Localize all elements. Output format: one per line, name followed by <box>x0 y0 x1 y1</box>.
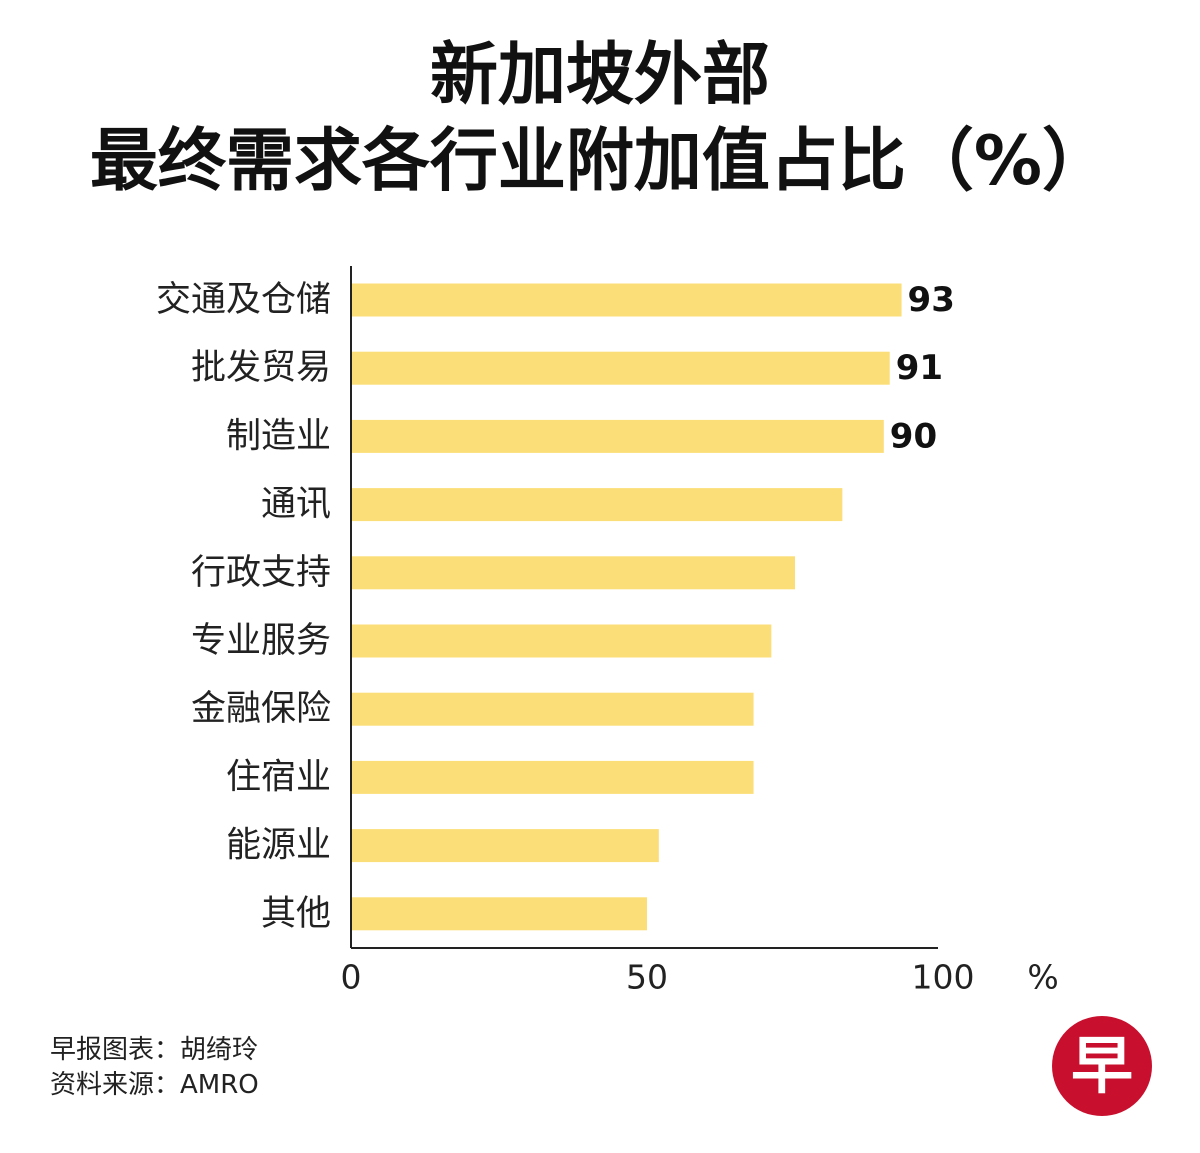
bar <box>351 760 754 794</box>
logo-glyph: 早 <box>1070 1029 1133 1102</box>
x-axis-unit: % <box>1027 958 1058 997</box>
chart-title-line2: 最终需求各行业附加值占比（%） <box>89 122 1111 201</box>
category-label: 能源业 <box>226 826 331 866</box>
bar <box>351 488 843 522</box>
category-label: 交通及仓储 <box>156 280 331 320</box>
category-label: 批发贸易 <box>191 348 331 388</box>
category-label: 其他 <box>261 894 331 934</box>
data-label: 93 <box>908 280 955 320</box>
bar <box>351 829 659 863</box>
data-label: 91 <box>896 348 943 388</box>
data-label: 90 <box>890 416 937 456</box>
x-tick-label: 0 <box>341 958 362 997</box>
bar <box>351 283 902 317</box>
bar <box>351 692 754 726</box>
chart-title-line1: 新加坡外部 <box>429 36 770 115</box>
x-tick-label: 100 <box>912 958 975 997</box>
category-label: 专业服务 <box>191 621 331 661</box>
bar <box>351 556 795 590</box>
bar <box>351 351 890 385</box>
bar <box>351 897 647 931</box>
category-label: 制造业 <box>226 416 331 456</box>
category-label: 通讯 <box>261 485 331 525</box>
category-label: 住宿业 <box>226 757 331 797</box>
bar <box>351 419 884 453</box>
category-label: 行政支持 <box>191 553 331 593</box>
category-label: 金融保险 <box>191 689 331 729</box>
zaobao-logo: 早 <box>1052 1016 1152 1116</box>
x-tick-label: 50 <box>626 958 668 997</box>
chart-credit: 早报图表：胡绮玲 <box>50 1035 259 1065</box>
data-source: 资料来源：AMRO <box>50 1070 259 1100</box>
bar <box>351 624 772 658</box>
